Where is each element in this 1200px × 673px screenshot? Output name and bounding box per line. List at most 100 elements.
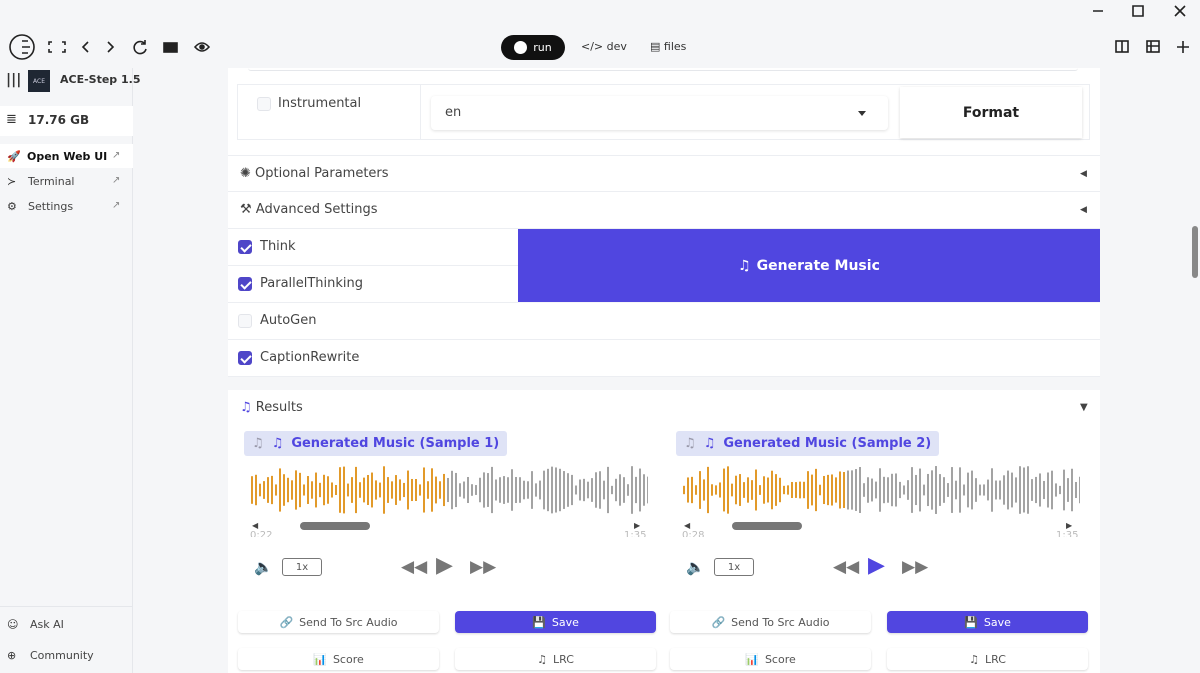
action-button[interactable]: 🔗 Send To Src Audio bbox=[670, 611, 871, 633]
files-tab[interactable]: ▤ files bbox=[650, 40, 687, 53]
wave-bar bbox=[787, 485, 789, 495]
wave-bar bbox=[699, 471, 701, 509]
wave-bar bbox=[551, 466, 553, 514]
rewind[interactable]: ◀◀ bbox=[833, 557, 860, 577]
app-logo: ACE bbox=[28, 70, 50, 92]
wave-bar bbox=[471, 484, 473, 496]
wave-bar bbox=[375, 480, 377, 500]
advanced-row[interactable]: ⚒ Advanced Settings ◀ bbox=[228, 192, 1100, 229]
wave-bar bbox=[311, 481, 313, 499]
forward[interactable]: ▶▶ bbox=[902, 557, 929, 577]
wave-bar bbox=[887, 477, 889, 503]
wave-bar bbox=[547, 468, 549, 512]
wave-bar bbox=[451, 470, 453, 510]
language-value: en bbox=[445, 105, 462, 120]
wave-bar bbox=[959, 467, 961, 513]
checkbox-row[interactable]: Think bbox=[228, 229, 518, 266]
wave-bar bbox=[299, 472, 301, 508]
wave-bar bbox=[543, 470, 545, 510]
optional-row[interactable]: ✺ Optional Parameters ◀ bbox=[228, 155, 1100, 192]
action-button[interactable]: 📊 Score bbox=[238, 648, 439, 670]
wave-bar bbox=[839, 471, 841, 509]
dev-label: dev bbox=[606, 40, 627, 53]
wave-bar bbox=[683, 485, 685, 495]
rewind[interactable]: ◀◀ bbox=[401, 557, 428, 577]
forward[interactable]: ▶▶ bbox=[470, 557, 497, 577]
nav-item[interactable]: Ask AI bbox=[30, 618, 64, 631]
wave-bar bbox=[587, 481, 589, 499]
generate-button[interactable]: ♫ Generate Music bbox=[518, 229, 1100, 302]
wave-bar bbox=[1047, 472, 1049, 508]
action-button[interactable]: ♫ LRC bbox=[887, 648, 1088, 670]
sample-title: ♫ ♫ Generated Music (Sample 1) bbox=[244, 431, 508, 456]
menu-icon[interactable]: ||| bbox=[6, 72, 22, 88]
run-button[interactable]: run bbox=[501, 35, 565, 60]
checkbox-label: Think bbox=[260, 239, 296, 254]
waveform[interactable] bbox=[248, 461, 648, 521]
scrollbar[interactable] bbox=[1190, 68, 1200, 673]
nav-active[interactable] bbox=[0, 144, 133, 168]
time-start: 0:22 bbox=[250, 530, 273, 537]
speed[interactable]: 1x bbox=[714, 558, 754, 576]
wave-bar bbox=[1019, 466, 1021, 514]
wave-bar bbox=[823, 475, 825, 505]
volume[interactable]: 🔈 bbox=[686, 558, 705, 576]
wave-bar bbox=[371, 472, 373, 508]
play[interactable]: ▶ bbox=[436, 553, 453, 578]
wave-bar bbox=[855, 469, 857, 511]
action-label: Score bbox=[332, 652, 364, 666]
wave-bar bbox=[339, 467, 341, 513]
nav-item[interactable]: Community bbox=[30, 649, 94, 662]
wave-bar bbox=[1031, 479, 1033, 501]
wave-bar bbox=[603, 480, 605, 500]
play[interactable]: ▶ bbox=[868, 553, 885, 578]
checkbox bbox=[238, 277, 252, 291]
toolbar-icons bbox=[9, 5, 1189, 60]
volume[interactable]: 🔈 bbox=[254, 558, 273, 576]
time-end: 1:35 bbox=[1056, 530, 1079, 537]
instrumental-checkbox[interactable] bbox=[257, 97, 271, 111]
checkbox-row[interactable]: CaptionRewrite bbox=[228, 340, 1100, 377]
language-select[interactable]: en bbox=[431, 96, 888, 130]
wave-bar bbox=[571, 474, 573, 506]
wave-bar bbox=[623, 477, 625, 503]
action-button[interactable]: 📊 Score bbox=[670, 648, 871, 670]
wave-bar bbox=[467, 476, 469, 504]
dev-tab[interactable]: </> dev bbox=[581, 40, 627, 53]
external-icon: ↗ bbox=[112, 175, 121, 186]
wave-bar bbox=[1059, 485, 1061, 495]
action-button[interactable]: 🔗 Send To Src Audio bbox=[238, 611, 439, 633]
nav-item[interactable]: Open Web UI bbox=[27, 150, 108, 163]
wave-bar bbox=[279, 468, 281, 512]
wave-bar bbox=[643, 474, 645, 506]
storage: 17.76 GB bbox=[28, 113, 90, 127]
wave-bar bbox=[319, 482, 321, 498]
nav-item[interactable]: Terminal bbox=[28, 175, 75, 188]
wave-bar bbox=[907, 480, 909, 500]
nav-item[interactable]: Settings bbox=[28, 200, 74, 213]
wave-bar bbox=[483, 472, 485, 508]
wave-bar bbox=[863, 483, 865, 497]
action-button[interactable]: ♫ LRC bbox=[455, 648, 656, 670]
wave-bar bbox=[947, 483, 949, 497]
wave-bar bbox=[931, 470, 933, 510]
wave-bar bbox=[323, 474, 325, 506]
wave-bar bbox=[847, 470, 849, 510]
checkbox-row[interactable]: ParallelThinking bbox=[228, 266, 518, 303]
waveform[interactable] bbox=[680, 461, 1080, 521]
format-button[interactable]: Format bbox=[900, 87, 1082, 138]
wave-bar bbox=[975, 478, 977, 502]
wave-bar bbox=[1027, 466, 1029, 514]
wave-bar bbox=[1067, 478, 1069, 502]
action-button[interactable]: 💾 Save bbox=[887, 611, 1088, 633]
action-button[interactable]: 💾 Save bbox=[455, 611, 656, 633]
wave-bar bbox=[535, 483, 537, 497]
scroll-left: ◀ bbox=[252, 521, 259, 530]
wave-bar bbox=[987, 479, 989, 501]
wave-bar bbox=[1007, 470, 1009, 510]
wave-bar bbox=[1039, 473, 1041, 507]
wave-bar bbox=[527, 481, 529, 499]
speed[interactable]: 1x bbox=[282, 558, 322, 576]
wave-bar bbox=[359, 482, 361, 498]
checkbox-row[interactable]: AutoGen bbox=[228, 303, 1100, 340]
